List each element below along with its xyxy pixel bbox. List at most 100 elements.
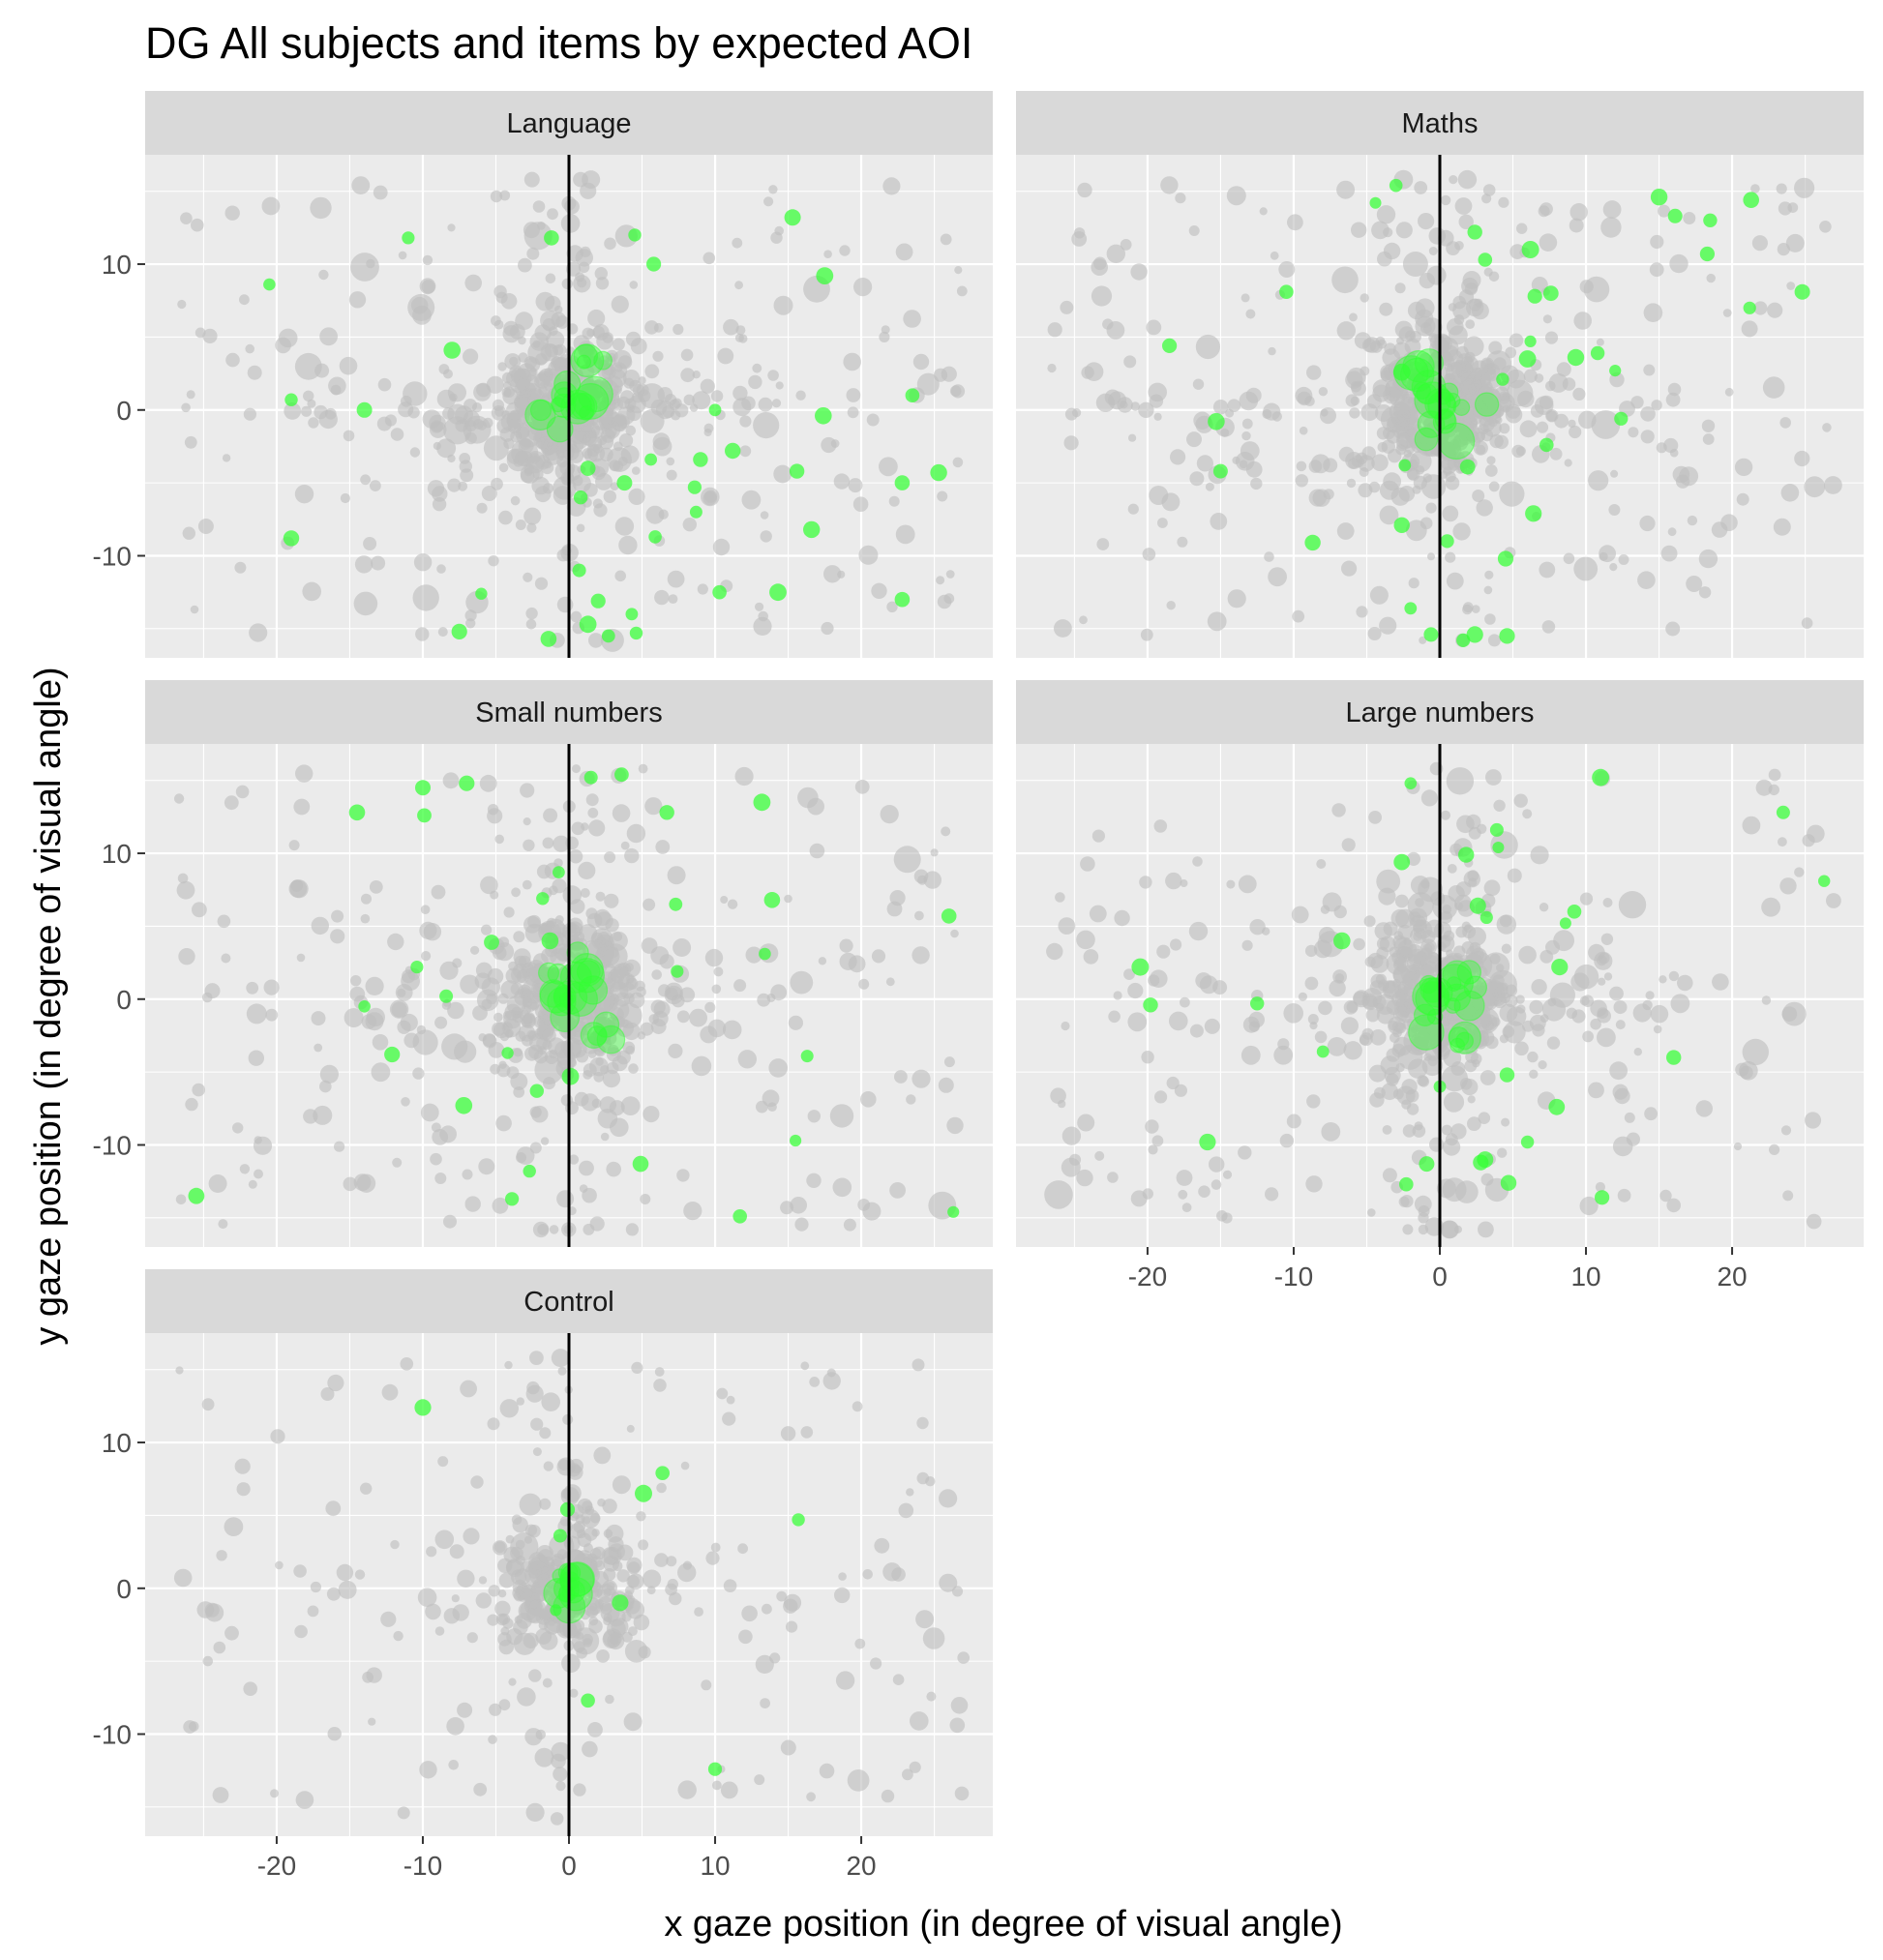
expected-aoi-point [1414, 427, 1439, 452]
other-aoi-point [1516, 223, 1528, 234]
other-aoi-point [1188, 225, 1200, 236]
expected-aoi-point [1497, 550, 1514, 567]
other-aoi-point [1794, 450, 1810, 467]
x-tick-label: -20 [257, 1851, 296, 1881]
other-aoi-point [1644, 1107, 1658, 1121]
other-aoi-point [741, 1605, 758, 1622]
other-aoi-point [586, 912, 603, 929]
other-aoi-point [1450, 362, 1463, 375]
other-aoi-point [224, 205, 240, 221]
other-aoi-point [1395, 222, 1413, 239]
other-aoi-point [1588, 470, 1609, 491]
other-aoi-point [705, 1551, 720, 1565]
other-aoi-point [1446, 572, 1464, 590]
other-aoi-point [224, 795, 239, 811]
other-aoi-point [1523, 369, 1538, 383]
other-aoi-point [1712, 973, 1729, 991]
other-aoi-point [853, 278, 873, 297]
other-aoi-point [1368, 1064, 1387, 1083]
other-aoi-point [1608, 504, 1621, 516]
expected-aoi-point [1525, 505, 1542, 522]
other-aoi-point [330, 929, 345, 944]
other-aoi-point [606, 349, 618, 363]
other-aoi-point [580, 246, 591, 257]
x-tick-label: 10 [1570, 1262, 1600, 1292]
other-aoi-point [204, 1602, 220, 1618]
other-aoi-point [1380, 370, 1391, 381]
other-aoi-point [1582, 1030, 1594, 1043]
other-aoi-point [1498, 196, 1509, 208]
other-aoi-point [624, 1640, 648, 1663]
expected-aoi-point [789, 463, 805, 479]
other-aoi-point [436, 564, 446, 574]
expected-aoi-point [1131, 958, 1150, 976]
other-aoi-point [493, 319, 504, 330]
other-aoi-point [433, 441, 441, 451]
other-aoi-point [916, 1416, 929, 1430]
other-aoi-point [1061, 1157, 1081, 1177]
other-aoi-point [426, 1546, 437, 1558]
other-aoi-point [360, 913, 371, 924]
facet-panel: Language -10 0 10 [93, 91, 993, 658]
other-aoi-point [302, 581, 322, 602]
other-aoi-point [809, 843, 825, 859]
other-aoi-point [493, 1012, 503, 1023]
other-aoi-point [1192, 378, 1205, 390]
other-aoi-point [463, 348, 479, 365]
other-aoi-point [807, 1110, 821, 1123]
other-aoi-point [263, 979, 280, 995]
other-aoi-point [1446, 767, 1475, 795]
other-aoi-point [938, 1077, 954, 1093]
other-aoi-point [1079, 615, 1088, 625]
expected-aoi-point [1794, 283, 1810, 300]
other-aoi-point [612, 804, 631, 822]
facet-strip [145, 91, 993, 155]
other-aoi-point [1456, 815, 1475, 834]
other-aoi-point [594, 267, 608, 281]
other-aoi-point [937, 490, 948, 502]
other-aoi-point [1304, 976, 1319, 991]
other-aoi-point [596, 1649, 610, 1663]
other-aoi-point [173, 793, 185, 804]
expected-aoi-point [632, 1155, 649, 1173]
other-aoi-point [589, 1216, 605, 1232]
other-aoi-point [236, 1482, 251, 1497]
other-aoi-point [587, 1722, 603, 1737]
expected-aoi-point [439, 989, 454, 1003]
other-aoi-point [1668, 970, 1680, 982]
other-aoi-point [727, 899, 738, 909]
other-aoi-point [1382, 1168, 1397, 1183]
other-aoi-point [1573, 312, 1592, 330]
other-aoi-point [176, 880, 195, 900]
other-aoi-point [1192, 856, 1203, 867]
other-aoi-point [676, 1010, 690, 1024]
other-aoi-point [1452, 522, 1471, 541]
other-aoi-point [1343, 1000, 1359, 1015]
other-aoi-point [652, 436, 672, 457]
other-aoi-point [922, 1627, 945, 1649]
other-aoi-point [540, 1137, 550, 1145]
other-aoi-point [331, 909, 344, 923]
other-aoi-point [478, 1576, 488, 1585]
other-aoi-point [1736, 492, 1749, 506]
expected-aoi-point [759, 947, 771, 961]
expected-aoi-point [1393, 517, 1410, 533]
other-aoi-point [1318, 1000, 1332, 1016]
expected-aoi-point [592, 1011, 620, 1038]
other-aoi-point [630, 338, 647, 355]
other-aoi-point [1530, 846, 1549, 865]
other-aoi-point [1371, 454, 1389, 472]
other-aoi-point [401, 971, 420, 991]
other-aoi-point [224, 1625, 239, 1641]
other-aoi-point [1632, 1003, 1652, 1023]
other-aoi-point [1579, 1196, 1599, 1216]
other-aoi-point [173, 1568, 193, 1588]
other-aoi-point [439, 961, 459, 980]
other-aoi-point [1241, 939, 1253, 951]
other-aoi-point [1414, 181, 1428, 194]
other-aoi-point [443, 369, 453, 379]
other-aoi-point [568, 849, 583, 864]
other-aoi-point [1442, 1177, 1467, 1203]
other-aoi-point [381, 1383, 399, 1401]
expected-aoi-point [1398, 459, 1412, 472]
